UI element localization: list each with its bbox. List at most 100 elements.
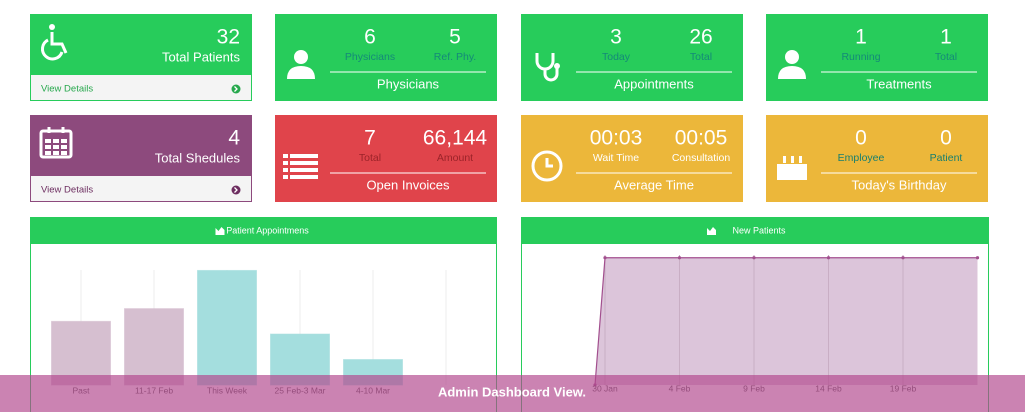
- header-icon: [707, 227, 716, 235]
- icon: [799, 156, 802, 163]
- icon: [554, 63, 560, 69]
- card-label: Total Shedules: [155, 150, 241, 165]
- card-bg: [521, 14, 743, 101]
- icon: [283, 168, 288, 172]
- icon: [47, 127, 65, 133]
- card-title: Appointments: [614, 76, 694, 91]
- icon: [50, 32, 68, 54]
- card-value: 5: [449, 26, 461, 49]
- icon: [778, 66, 806, 79]
- point: [603, 256, 607, 260]
- icon: [61, 139, 67, 143]
- icon: [290, 154, 318, 158]
- arrow-icon: [234, 187, 238, 193]
- card-sublabel: Ref. Phy.: [434, 51, 476, 63]
- icon: [290, 168, 318, 172]
- card-value: 66,144: [423, 127, 488, 150]
- card-value: 00:03: [590, 127, 643, 150]
- icon: [294, 50, 308, 64]
- icon: [283, 161, 288, 165]
- stat-card: 0 Employee 0 Patient Today's Birthday: [766, 115, 988, 202]
- card-value: 0: [940, 127, 952, 150]
- stat-card: 6 Physicians 5 Ref. Phy. Physicians: [275, 14, 497, 101]
- point: [752, 256, 756, 260]
- point: [826, 256, 831, 260]
- card-sublabel: Physicians: [345, 51, 395, 63]
- icon: [290, 175, 318, 179]
- card-top: [30, 14, 252, 75]
- card-title: Average Time: [614, 177, 694, 192]
- stat-card: 7 Total 66,144 Amount Open Invoices: [275, 115, 497, 202]
- panel-header: [521, 217, 989, 244]
- icon: [777, 164, 807, 180]
- card-sublabel: Amount: [437, 152, 473, 164]
- bar: [197, 269, 257, 386]
- card-sublabel: Patient: [930, 152, 963, 164]
- point: [975, 256, 980, 260]
- card-value: 1: [855, 26, 867, 49]
- icon: [39, 129, 73, 159]
- icon: [61, 151, 67, 155]
- card-value: 0: [855, 127, 867, 150]
- panel-header: [30, 217, 497, 244]
- area-fill: [595, 257, 978, 385]
- card-title: Today's Birthday: [852, 177, 947, 192]
- icon: [535, 53, 559, 82]
- card-value: 6: [364, 26, 376, 49]
- stat-card: 1 Running 1 Total Treatments: [766, 14, 988, 101]
- card-sublabel: Wait Time: [593, 152, 639, 164]
- point: [901, 256, 905, 260]
- card-title: Treatments: [866, 76, 932, 91]
- card-sublabel: Today: [602, 51, 631, 63]
- card-value: 00:05: [675, 127, 728, 150]
- arrow-icon: [231, 84, 241, 94]
- header-icon: [215, 227, 225, 235]
- icon: [45, 151, 51, 155]
- card-value: 3: [610, 26, 622, 49]
- view-details-link[interactable]: View Details: [41, 185, 93, 196]
- card-bg: [766, 115, 988, 202]
- arrow-icon: [234, 86, 238, 92]
- card-sublabel: Total: [359, 152, 381, 164]
- card-bg: [275, 14, 497, 101]
- card-value: 4: [228, 127, 240, 150]
- caption-band: [0, 375, 1025, 412]
- card-sublabel: Employee: [838, 152, 885, 164]
- icon: [283, 175, 288, 179]
- icon: [545, 158, 553, 168]
- icon: [53, 151, 59, 155]
- icon: [45, 139, 51, 143]
- icon: [53, 145, 59, 149]
- icon: [45, 145, 51, 149]
- card-sublabel: Total: [690, 51, 712, 63]
- icon: [290, 161, 318, 165]
- bar: [124, 308, 184, 386]
- card-sublabel: Consultation: [672, 152, 731, 164]
- icon: [785, 50, 799, 64]
- card-value: 1: [940, 26, 952, 49]
- icon: [783, 156, 786, 163]
- icon: [287, 66, 315, 79]
- chart-title: Patient Appointmens: [226, 225, 309, 235]
- icon: [531, 150, 563, 182]
- icon: [283, 154, 288, 158]
- card-value: 7: [364, 127, 376, 150]
- stat-card: 00:03 Wait Time 00:05 Consultation Average T…: [521, 115, 743, 202]
- card-bg: [275, 115, 497, 202]
- card-title: Physicians: [377, 76, 440, 91]
- card-bg: [766, 14, 988, 101]
- point: [677, 256, 682, 260]
- card-title: Open Invoices: [366, 177, 450, 192]
- caption: Admin Dashboard View.: [438, 384, 586, 399]
- icon: [61, 145, 67, 149]
- card-sublabel: Running: [841, 51, 880, 63]
- icon: [40, 38, 64, 61]
- card-sublabel: Total: [935, 51, 957, 63]
- card-value: 26: [689, 26, 712, 49]
- view-details-link[interactable]: View Details: [41, 84, 93, 95]
- icon: [49, 24, 55, 30]
- card-value: 32: [217, 26, 240, 49]
